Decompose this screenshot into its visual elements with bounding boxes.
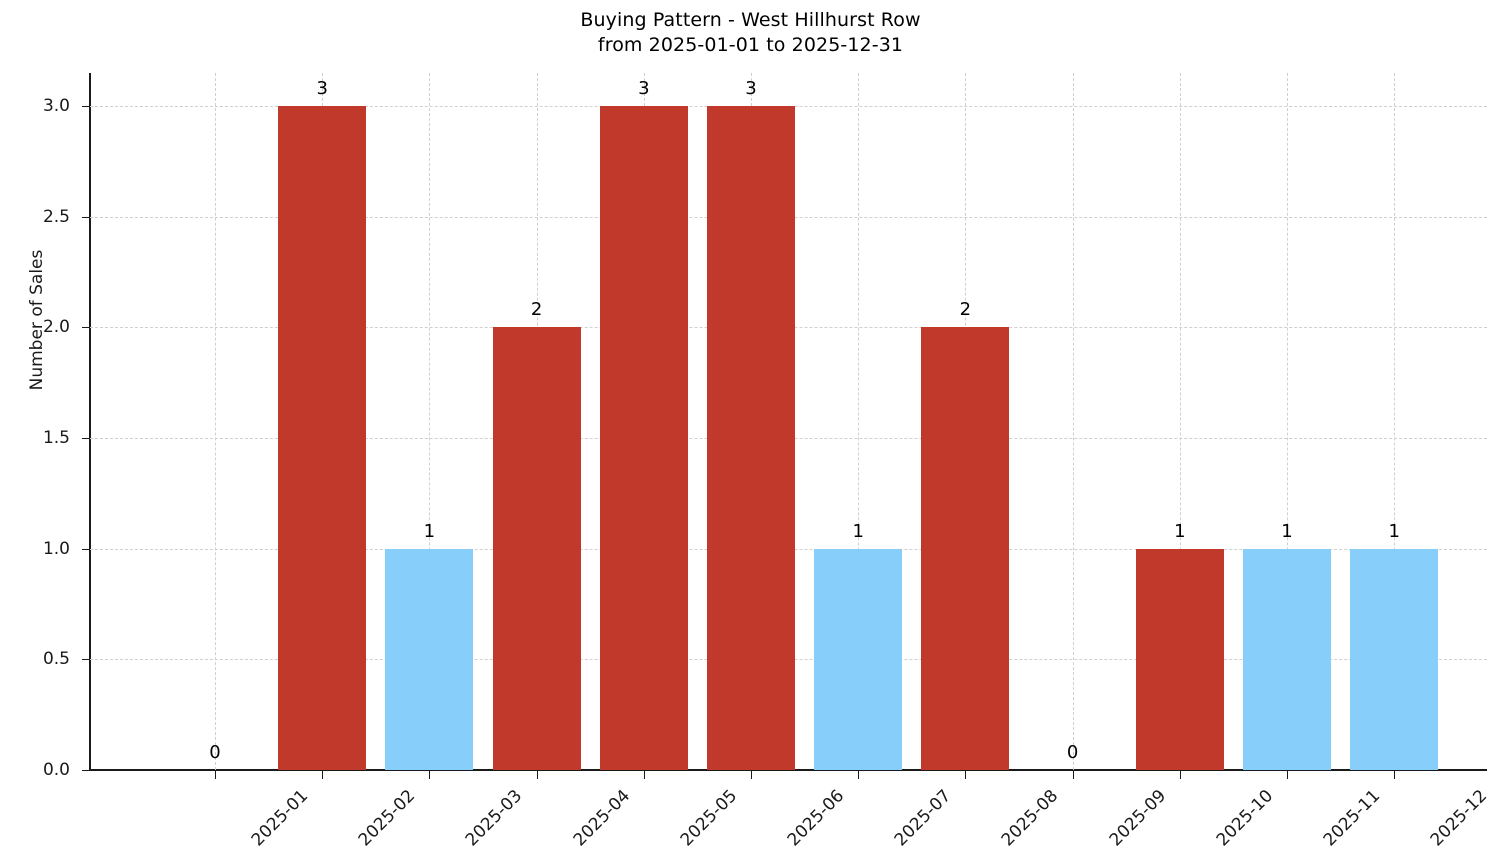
bar[interactable] — [921, 327, 1010, 770]
x-tick-mark — [536, 771, 538, 779]
y-tick-label: 0.5 — [42, 649, 70, 670]
x-tick-label: 2025-08 — [998, 786, 1063, 851]
gridline-vertical — [429, 73, 431, 770]
bar[interactable] — [385, 548, 474, 770]
x-tick-mark — [643, 771, 645, 779]
bar[interactable] — [707, 106, 795, 770]
bar-value-label: 1 — [423, 520, 436, 542]
y-tick-mark — [82, 216, 90, 218]
bar[interactable] — [1243, 548, 1331, 770]
y-tick-mark — [82, 327, 90, 329]
x-tick-mark — [1179, 771, 1181, 779]
chart-title: Buying Pattern - West Hillhurst Row from… — [0, 8, 1501, 58]
x-tick-mark — [965, 771, 967, 779]
y-tick-label: 3.0 — [42, 96, 70, 117]
bar[interactable] — [1135, 548, 1224, 770]
bar[interactable] — [814, 548, 903, 770]
x-tick-mark — [1287, 771, 1288, 779]
bar-value-label: 0 — [209, 742, 221, 763]
x-tick-mark — [858, 771, 860, 779]
x-tick-label: 2025-04 — [569, 786, 634, 851]
y-tick-mark — [82, 659, 90, 661]
x-tick-mark — [751, 771, 752, 779]
bar-value-label: 2 — [530, 299, 543, 321]
bar-value-label: 3 — [745, 78, 757, 100]
x-tick-label: 2025-10 — [1212, 786, 1277, 851]
bar-value-label: 1 — [852, 520, 864, 542]
x-tick-mark — [1394, 771, 1396, 779]
gridline-vertical — [215, 73, 216, 770]
bar[interactable] — [1350, 548, 1439, 770]
y-tick-label: 1.0 — [42, 538, 70, 559]
chart-title-subtitle: from 2025-01-01 to 2025-12-31 — [597, 34, 904, 56]
bar-series — [90, 73, 1487, 770]
chart-title-main: Buying Pattern - West Hillhurst Row — [580, 9, 921, 31]
bar[interactable] — [599, 106, 688, 770]
bar-value-label: 1 — [1388, 520, 1400, 542]
bar-value-label: 3 — [638, 78, 650, 100]
x-axis-spine — [89, 769, 1487, 771]
x-tick-mark — [322, 771, 324, 779]
x-tick-label: 2025-11 — [1319, 786, 1385, 851]
gridline-vertical — [1394, 73, 1396, 770]
y-axis-spine — [89, 73, 91, 771]
gridline-vertical — [858, 73, 860, 770]
bar-value-label: 1 — [1174, 520, 1186, 542]
bar-value-label: 3 — [316, 78, 328, 100]
y-tick-label: 2.5 — [42, 206, 70, 227]
x-tick-label: 2025-12 — [1426, 786, 1492, 851]
x-tick-label: 2025-06 — [783, 786, 849, 851]
plot-area — [90, 73, 1487, 770]
x-tick-label: 2025-02 — [354, 786, 420, 851]
gridline-vertical — [1179, 73, 1181, 770]
x-tick-label: 2025-03 — [462, 786, 527, 851]
bar-value-label: 2 — [959, 299, 972, 321]
x-tick-mark — [429, 771, 431, 779]
y-tick-mark — [82, 770, 90, 771]
bar[interactable] — [278, 106, 367, 770]
x-tick-label: 2025-09 — [1105, 786, 1170, 851]
x-tick-label: 2025-07 — [890, 786, 956, 851]
y-tick-label: 0.0 — [42, 760, 70, 780]
bar[interactable] — [492, 327, 581, 770]
y-tick-mark — [82, 548, 90, 550]
y-tick-mark — [82, 438, 90, 440]
x-tick-mark — [215, 771, 216, 779]
bar-value-label: 0 — [1066, 742, 1079, 763]
x-tick-mark — [1072, 771, 1074, 779]
y-tick-label: 2.0 — [42, 317, 70, 338]
bar-value-label: 1 — [1281, 520, 1293, 542]
y-tick-mark — [82, 106, 90, 108]
x-tick-label: 2025-05 — [676, 786, 741, 851]
y-tick-label: 1.5 — [42, 428, 70, 449]
gridline-vertical — [1072, 73, 1074, 770]
gridline-vertical — [1287, 73, 1288, 770]
x-tick-label: 2025-01 — [247, 786, 313, 851]
